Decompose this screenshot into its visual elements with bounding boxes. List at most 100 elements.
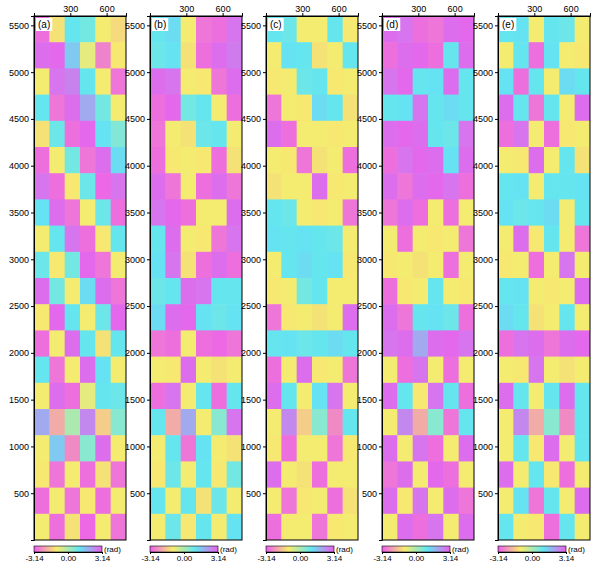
tick-label: 4000	[357, 161, 377, 171]
phase-cell	[443, 252, 459, 279]
tick: 1000	[9, 442, 34, 452]
tick-label: 1500	[473, 395, 493, 405]
colorbar: -3.140.003.14(rad)	[373, 545, 469, 563]
phase-cell	[544, 173, 560, 200]
tick: 3500	[357, 208, 382, 218]
phase-cell	[49, 95, 65, 122]
phase-cell	[196, 147, 212, 174]
phase-cell	[529, 330, 545, 357]
tick-label: 2000	[357, 348, 377, 358]
phase-cell	[382, 514, 398, 540]
phase-cell	[266, 42, 282, 69]
phase-cell	[459, 42, 474, 69]
phase-cell	[80, 252, 96, 279]
tick-mark	[379, 119, 382, 120]
phase-cell	[428, 252, 444, 279]
tick-label: 2500	[473, 301, 493, 311]
tick-label: -3.14	[489, 554, 508, 563]
tick-mark	[379, 446, 382, 447]
tick-label: 500	[362, 489, 377, 499]
phase-cell	[227, 278, 242, 305]
phase-cell	[65, 68, 81, 95]
tick: 3000	[9, 255, 34, 265]
tick-mark	[263, 353, 266, 354]
phase-cell	[196, 409, 212, 436]
phase-cell	[297, 199, 313, 226]
phase-cell	[49, 514, 65, 540]
phase-cell	[428, 278, 444, 305]
tick-label: 600	[216, 4, 231, 14]
phase-cell	[575, 252, 590, 279]
phase-cell	[575, 173, 590, 200]
tick: 3000	[125, 255, 150, 265]
phase-cell	[498, 383, 514, 410]
phase-cell	[196, 304, 212, 331]
tick-mark	[263, 493, 266, 494]
panel-letter-group: (a)	[36, 18, 52, 31]
phase-cell	[559, 199, 575, 226]
phase-cell	[297, 42, 313, 69]
phase-cell	[443, 488, 459, 515]
phase-cell	[196, 173, 212, 200]
tick-label: 1500	[9, 395, 29, 405]
phase-cell	[327, 121, 343, 148]
phase-cell	[266, 514, 282, 540]
phase-cell	[559, 357, 575, 384]
tick: 2500	[125, 301, 150, 311]
tick-mark	[495, 446, 498, 447]
tick: 5500	[125, 21, 150, 31]
phase-cell	[49, 488, 65, 515]
phase-cell	[181, 330, 197, 357]
phase-cell	[227, 357, 242, 384]
phase-cell	[544, 409, 560, 436]
phase-cell	[297, 147, 313, 174]
tick-label: 1000	[357, 442, 377, 452]
phase-cell	[575, 226, 590, 253]
phase-cell	[266, 173, 282, 200]
tick: 5500	[357, 21, 382, 31]
tick-label: 300	[411, 4, 426, 14]
phase-cell	[312, 147, 328, 174]
tick: 4000	[9, 161, 34, 171]
phase-cell	[459, 330, 474, 357]
panel-letter-group: (e)	[500, 18, 516, 31]
phase-cell	[227, 121, 242, 148]
phase-cell	[227, 435, 242, 462]
phase-cell	[382, 409, 398, 436]
phase-cell	[181, 42, 197, 69]
phase-cell	[443, 278, 459, 305]
phase-cell	[211, 514, 227, 540]
phase-cell	[513, 330, 529, 357]
phase-cell	[65, 357, 81, 384]
phase-cell	[397, 199, 413, 226]
tick: 2500	[241, 301, 266, 311]
panel: 5001000150020002500300035004000450050005…	[241, 4, 359, 563]
tick: 4500	[357, 114, 382, 124]
phase-cell	[111, 147, 126, 174]
tick-mark	[263, 119, 266, 120]
phase-cell	[150, 304, 166, 331]
phase-cell	[327, 357, 343, 384]
phase-cell	[196, 488, 212, 515]
phase-cell	[327, 42, 343, 69]
phase-cell	[498, 42, 514, 69]
phase-cell	[211, 95, 227, 122]
phase-cell	[227, 330, 242, 357]
tick: 5000	[241, 68, 266, 78]
phase-cell	[343, 278, 358, 305]
tick: 4000	[473, 161, 498, 171]
phase-cell	[513, 514, 529, 540]
phase-cell	[312, 42, 328, 69]
tick-label: 3500	[125, 208, 145, 218]
phase-cell	[111, 435, 126, 462]
tick: 2000	[9, 348, 34, 358]
tick: 300	[411, 4, 426, 16]
phase-cell	[150, 461, 166, 488]
phase-cell	[498, 199, 514, 226]
phase-cell	[111, 330, 126, 357]
phase-cell	[343, 383, 358, 410]
tick-mark	[263, 25, 266, 26]
phase-cell	[327, 461, 343, 488]
tick-label: 5500	[241, 21, 261, 31]
phase-cell	[559, 435, 575, 462]
